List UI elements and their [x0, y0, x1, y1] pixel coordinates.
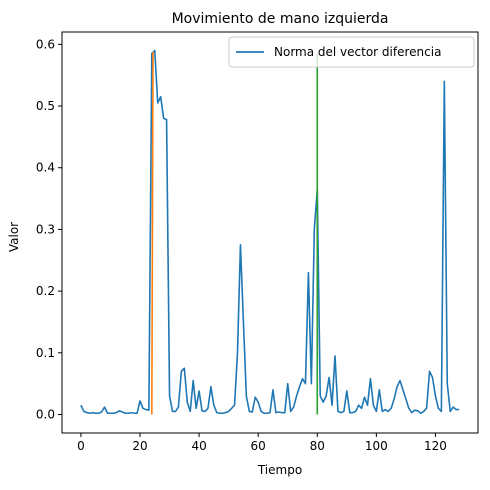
x-tick-label: 100: [365, 439, 388, 453]
chart-title: Movimiento de mano izquierda: [172, 11, 389, 27]
y-tick-label: 0.6: [36, 37, 55, 51]
series-line-1: [151, 51, 154, 415]
plot-frame: [61, 31, 479, 434]
legend: Norma del vector diferencia: [228, 36, 475, 68]
x-axis: 0 20 40 60 80 100 120: [77, 433, 447, 453]
x-axis-label: Tiempo: [257, 463, 302, 477]
y-tick-label: 0.0: [36, 407, 55, 421]
x-tick-label: 80: [310, 439, 325, 453]
legend-label: Norma del vector diferencia: [274, 45, 441, 59]
y-axis-label: Valor: [7, 222, 21, 252]
y-tick-label: 0.5: [36, 99, 55, 113]
legend-box: [228, 36, 475, 68]
y-tick-label: 0.4: [36, 161, 55, 175]
y-tick-label: 0.1: [36, 346, 55, 360]
x-tick-label: 20: [132, 439, 147, 453]
y-tick-label: 0.3: [36, 222, 55, 236]
y-tick-label: 0.2: [36, 284, 55, 298]
x-tick-label: 40: [191, 439, 206, 453]
x-tick-label: 60: [251, 439, 266, 453]
x-tick-label: 0: [77, 439, 85, 453]
plot-area: [61, 31, 479, 434]
x-tick-label: 120: [424, 439, 447, 453]
series-line-0: [80, 49, 460, 415]
y-axis: 0.0 0.1 0.2 0.3 0.4 0.5 0.6: [36, 37, 62, 421]
